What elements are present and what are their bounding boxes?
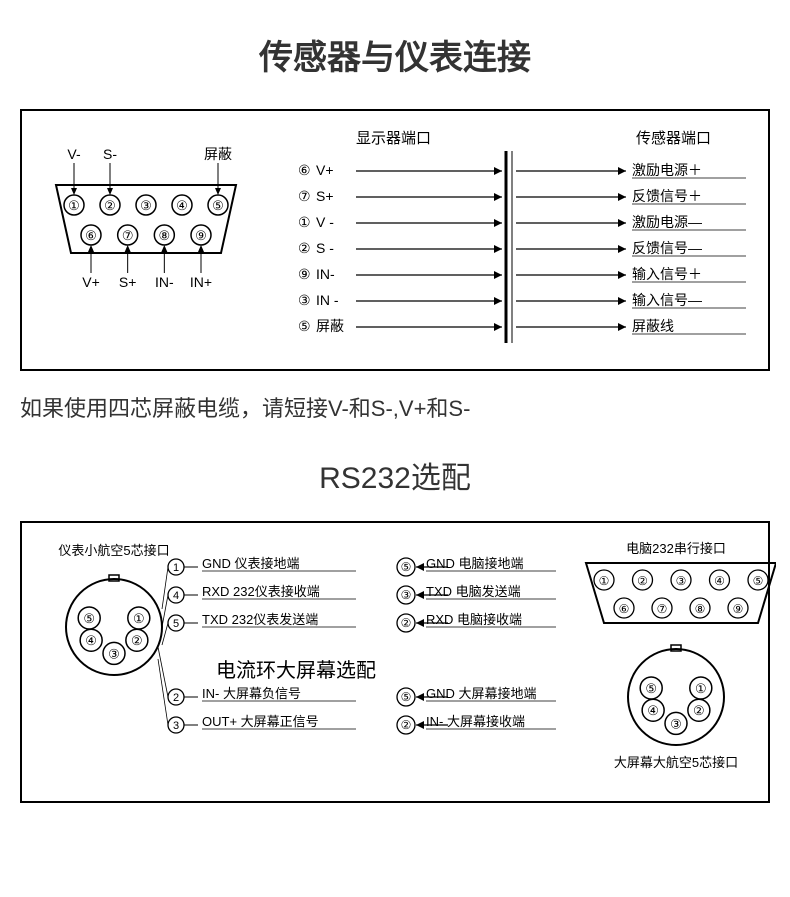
svg-text:输入信号—: 输入信号— [632, 292, 702, 308]
svg-text:⑨: ⑨ [733, 602, 744, 616]
svg-text:⑤: ⑤ [753, 574, 764, 588]
svg-text:2: 2 [173, 692, 179, 704]
sensor-connection-panel: ① ② ③ ④ ⑤ ⑥ ⑦ ⑧ ⑨ V- S- 屏蔽 V+ S+ IN- IN+ 显示器端口 传感器端口 ⑥ V+ 激励… [20, 109, 770, 371]
svg-text:GND 大屏幕接地端: GND 大屏幕接地端 [426, 686, 537, 701]
svg-text:GND 电脑接地端: GND 电脑接地端 [426, 556, 524, 571]
svg-text:屏蔽: 屏蔽 [204, 146, 232, 162]
svg-text:②: ② [637, 574, 648, 588]
svg-text:③: ③ [108, 646, 120, 661]
svg-text:④: ④ [714, 574, 725, 588]
svg-text:⑦: ⑦ [122, 228, 134, 243]
svg-text:电流环大屏幕选配: 电流环大屏幕选配 [216, 659, 376, 682]
svg-text:IN- 大屏幕负信号: IN- 大屏幕负信号 [202, 686, 301, 701]
svg-text:S+: S+ [316, 188, 334, 204]
svg-text:①: ① [133, 611, 145, 626]
rs232-subtitle: RS232选配 [10, 453, 780, 497]
svg-text:③: ③ [140, 198, 152, 213]
svg-text:②: ② [104, 198, 116, 213]
svg-text:RXD 电脑接收端: RXD 电脑接收端 [426, 612, 522, 627]
rs232-panel: 仪表小航空5芯接口⑤①④②③1GND 仪表接地端⑤GND 电脑接地端4RXD 2… [20, 521, 770, 803]
svg-text:⑤: ⑤ [212, 198, 224, 213]
svg-text:①: ① [599, 574, 610, 588]
svg-text:TXD 电脑发送端: TXD 电脑发送端 [426, 584, 521, 599]
svg-text:⑧: ⑧ [695, 602, 706, 616]
svg-text:S-: S- [103, 146, 117, 162]
svg-text:④: ④ [85, 633, 97, 648]
svg-text:屏蔽线: 屏蔽线 [632, 318, 674, 334]
shielded-cable-note: 如果使用四芯屏蔽电缆，请短接V-和S-,V+和S- [20, 391, 770, 423]
svg-text:②: ② [401, 616, 412, 630]
svg-text:显示器端口: 显示器端口 [356, 130, 431, 147]
svg-text:输入信号＋: 输入信号＋ [632, 266, 702, 282]
svg-text:V-: V- [67, 146, 81, 162]
svg-text:⑨: ⑨ [298, 266, 311, 282]
svg-text:电脑232串行接口: 电脑232串行接口 [626, 541, 726, 556]
svg-text:传感器端口: 传感器端口 [636, 130, 711, 147]
svg-text:①: ① [68, 198, 80, 213]
svg-text:3: 3 [173, 720, 179, 732]
svg-text:TXD 232仪表发送端: TXD 232仪表发送端 [202, 612, 318, 627]
sensor-wiring-diagram: ① ② ③ ④ ⑤ ⑥ ⑦ ⑧ ⑨ V- S- 屏蔽 V+ S+ IN- IN+ 显示器端口 传感器端口 ⑥ V+ 激励… [36, 125, 776, 355]
svg-text:4: 4 [173, 590, 179, 602]
svg-text:激励电源＋: 激励电源＋ [632, 162, 702, 178]
svg-text:IN-: IN- [316, 266, 335, 282]
svg-text:③: ③ [401, 588, 412, 602]
svg-text:IN -: IN - [316, 292, 339, 308]
svg-text:GND 仪表接地端: GND 仪表接地端 [202, 556, 300, 571]
svg-text:IN+: IN+ [190, 274, 212, 290]
svg-text:②: ② [131, 633, 143, 648]
svg-text:屏蔽: 屏蔽 [316, 318, 344, 334]
svg-text:⑤: ⑤ [83, 611, 95, 626]
svg-text:反馈信号＋: 反馈信号＋ [632, 188, 702, 204]
svg-text:③: ③ [670, 716, 682, 731]
page: 传感器与仪表连接 ①②③④⑤⑥⑦⑧⑨V-S-屏蔽V+S+IN-IN+显示器端口传… [0, 0, 790, 843]
svg-text:反馈信号—: 反馈信号— [632, 240, 702, 256]
svg-text:③: ③ [298, 292, 311, 308]
svg-text:IN- 大屏幕接收端: IN- 大屏幕接收端 [426, 714, 525, 729]
svg-text:⑨: ⑨ [195, 228, 207, 243]
main-title: 传感器与仪表连接 [10, 30, 780, 79]
svg-text:大屏幕大航空5芯接口: 大屏幕大航空5芯接口 [614, 755, 738, 770]
svg-text:激励电源—: 激励电源— [632, 214, 702, 230]
svg-text:⑤: ⑤ [645, 681, 657, 696]
svg-text:⑧: ⑧ [159, 228, 171, 243]
rs232-wiring-diagram: 仪表小航空5芯接口⑤①④②③1GND 仪表接地端⑤GND 电脑接地端4RXD 2… [36, 537, 776, 787]
svg-text:1: 1 [173, 562, 179, 574]
svg-text:⑤: ⑤ [401, 560, 412, 574]
svg-text:②: ② [401, 718, 412, 732]
svg-text:③: ③ [676, 574, 687, 588]
svg-text:②: ② [693, 703, 705, 718]
svg-text:⑥: ⑥ [619, 602, 630, 616]
svg-text:④: ④ [647, 703, 659, 718]
svg-text:⑤: ⑤ [401, 690, 412, 704]
svg-text:⑥: ⑥ [85, 228, 97, 243]
svg-text:V+: V+ [316, 162, 334, 178]
svg-text:5: 5 [173, 618, 179, 630]
svg-text:V -: V - [316, 214, 334, 230]
svg-text:OUT+ 大屏幕正信号: OUT+ 大屏幕正信号 [202, 714, 319, 729]
svg-text:IN-: IN- [155, 274, 174, 290]
svg-text:RXD 232仪表接收端: RXD 232仪表接收端 [202, 584, 320, 599]
svg-text:⑦: ⑦ [298, 188, 311, 204]
svg-text:④: ④ [176, 198, 188, 213]
svg-text:S+: S+ [119, 274, 137, 290]
svg-text:⑦: ⑦ [657, 602, 668, 616]
svg-text:仪表小航空5芯接口: 仪表小航空5芯接口 [58, 543, 169, 558]
svg-text:①: ① [298, 214, 311, 230]
svg-text:①: ① [695, 681, 707, 696]
svg-text:⑤: ⑤ [298, 318, 311, 334]
svg-text:S -: S - [316, 240, 334, 256]
svg-text:②: ② [298, 240, 311, 256]
svg-text:⑥: ⑥ [298, 162, 311, 178]
svg-text:V+: V+ [82, 274, 100, 290]
